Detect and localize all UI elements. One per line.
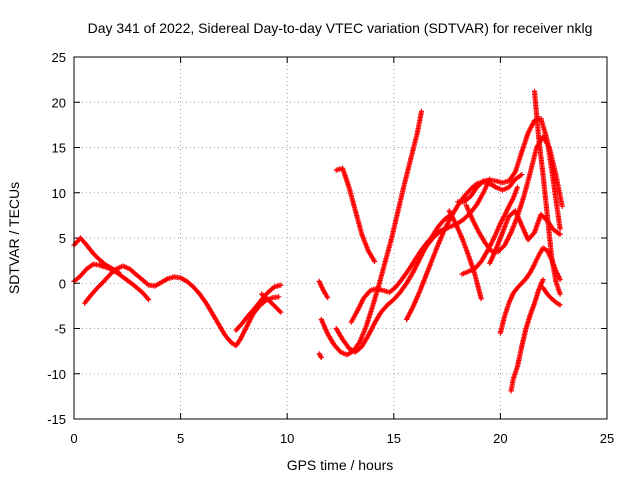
series-arc9 — [333, 165, 378, 265]
data-point — [318, 354, 324, 361]
y-tick-label: 0 — [59, 276, 66, 291]
data-point — [557, 231, 563, 237]
x-axis-label: GPS time / hours — [287, 457, 394, 473]
series-arc14 — [446, 208, 484, 302]
data-point — [325, 295, 331, 301]
series-arc5 — [259, 291, 284, 315]
series-arc8 — [318, 108, 425, 358]
series-arc21 — [531, 88, 563, 297]
data-point — [514, 184, 521, 190]
series-arc15 — [455, 115, 563, 232]
y-tick-label: -10 — [47, 367, 66, 382]
data-point — [559, 203, 565, 209]
y-tick-label: 20 — [52, 95, 66, 110]
y-tick-label: 10 — [52, 186, 66, 201]
x-tick-label: 20 — [493, 431, 507, 446]
data-point — [540, 277, 546, 283]
y-tick-label: 25 — [52, 50, 66, 65]
data-point — [418, 108, 425, 114]
data-point — [519, 172, 525, 178]
series-arc7 — [316, 351, 324, 361]
x-tick-label: 0 — [70, 431, 77, 446]
x-tick-label: 15 — [387, 431, 401, 446]
data-point — [372, 258, 378, 265]
data-point — [557, 302, 563, 308]
y-tick-label: 15 — [52, 141, 66, 156]
data-point — [276, 294, 282, 300]
x-tick-label: 10 — [280, 431, 294, 446]
data-point — [557, 226, 563, 232]
series-arc3 — [82, 263, 282, 349]
chart-title: Day 341 of 2022, Sidereal Day-to-day VTE… — [88, 20, 593, 36]
series-arc17 — [463, 134, 565, 255]
data-points — [71, 88, 565, 394]
data-point — [277, 308, 283, 314]
y-tick-labels: -15 -10 -5 0 5 10 15 20 25 — [47, 50, 66, 427]
x-tick-label: 25 — [600, 431, 614, 446]
plot-frame — [73, 56, 608, 420]
x-tick-label: 5 — [177, 431, 184, 446]
data-point — [478, 296, 484, 302]
series-arc2 — [71, 261, 152, 303]
series-arc6 — [316, 278, 331, 301]
data-point — [278, 309, 284, 315]
data-point — [278, 282, 284, 288]
y-axis-label: SDTVAR / TECUs — [6, 182, 22, 294]
data-point — [146, 296, 152, 303]
data-point — [557, 291, 563, 297]
y-tick-label: -15 — [47, 412, 66, 427]
x-tick-labels: 0 5 10 15 20 25 — [70, 431, 614, 446]
data-point — [557, 277, 563, 283]
series-arc20 — [508, 277, 546, 394]
y-tick-label: 5 — [59, 231, 66, 246]
series-arc22 — [540, 285, 563, 308]
y-tick-label: -5 — [54, 322, 66, 337]
series-arc4 — [233, 282, 284, 333]
